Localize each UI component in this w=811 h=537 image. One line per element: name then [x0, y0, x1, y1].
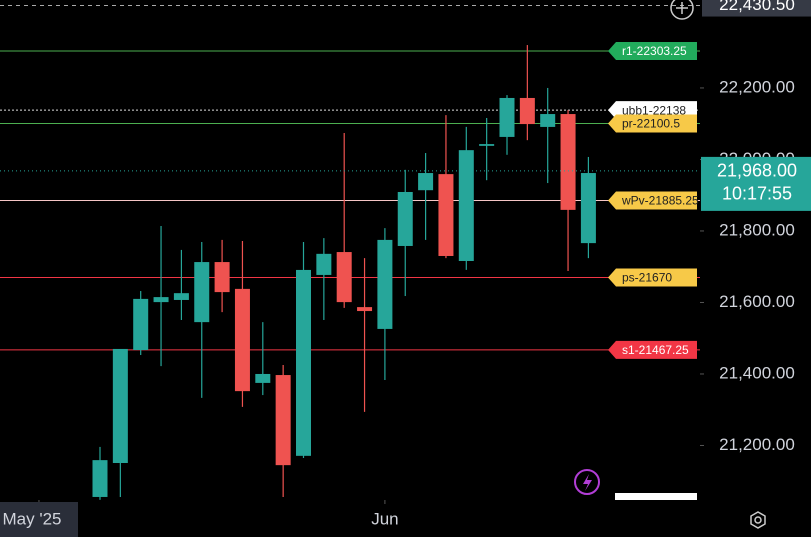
candle-body	[438, 174, 454, 256]
candle-body	[173, 293, 189, 300]
hidden-label	[615, 493, 697, 500]
level-label-box	[608, 42, 697, 61]
candle-body	[214, 262, 230, 293]
candle-body	[194, 262, 210, 323]
candle-body	[580, 173, 596, 244]
add-button[interactable]	[670, 0, 694, 20]
y-tick-label: 21,400.00	[719, 363, 795, 382]
level-label: ubb1-22138	[622, 103, 686, 117]
y-tick-label: 21,800.00	[719, 220, 795, 239]
lightning-icon[interactable]	[574, 469, 600, 495]
plus-glyph	[676, 2, 688, 14]
y-tick-label: 21,600.00	[719, 292, 795, 311]
candle-body	[540, 114, 556, 127]
candle-body	[234, 288, 250, 392]
candle-body	[458, 150, 474, 261]
last-price-box	[701, 156, 811, 211]
candle-body	[560, 114, 576, 210]
candle-body	[418, 173, 434, 191]
x-tick-label: Jun	[371, 509, 398, 528]
level-label-box	[608, 114, 697, 133]
settings-icon[interactable]	[750, 511, 766, 529]
countdown: 10:17:55	[722, 184, 792, 204]
y-tick-label: 21,200.00	[719, 435, 795, 454]
candle-body	[499, 97, 515, 137]
level-label: ps-21670	[622, 271, 672, 285]
crosshair-box	[702, 0, 811, 17]
candle-body	[357, 307, 373, 312]
candle-body	[519, 97, 535, 125]
candle-body	[153, 297, 169, 303]
candle-body	[296, 269, 311, 456]
candle-body	[255, 373, 271, 383]
candle-body	[275, 375, 291, 466]
candle-body	[479, 144, 495, 146]
level-label-box	[608, 340, 697, 359]
last-price-label: 21,968.00	[717, 161, 797, 181]
crosshair-label: 22,430.50	[719, 0, 795, 14]
lightning-glyph	[583, 474, 592, 491]
y-tick-label: 22,200.00	[719, 77, 795, 96]
level-label: r1-22303.25	[622, 44, 687, 58]
candle-body	[377, 239, 393, 329]
settings-hex	[750, 511, 766, 529]
settings-dot	[754, 516, 762, 524]
candle-body	[336, 252, 352, 303]
level-label-box	[608, 268, 697, 287]
candle-body	[397, 191, 413, 246]
level-label-box	[608, 191, 697, 210]
x-tick-label: May '25	[3, 509, 62, 528]
level-label: wPv-21885.25	[621, 194, 699, 208]
candle-body	[92, 460, 108, 497]
level-label: pr-22100.5	[622, 117, 680, 131]
x-tick-box	[0, 502, 78, 537]
candle-body	[316, 253, 332, 275]
candle-body	[133, 298, 149, 351]
candle-body	[112, 348, 128, 463]
level-label: s1-21467.25	[622, 343, 689, 357]
